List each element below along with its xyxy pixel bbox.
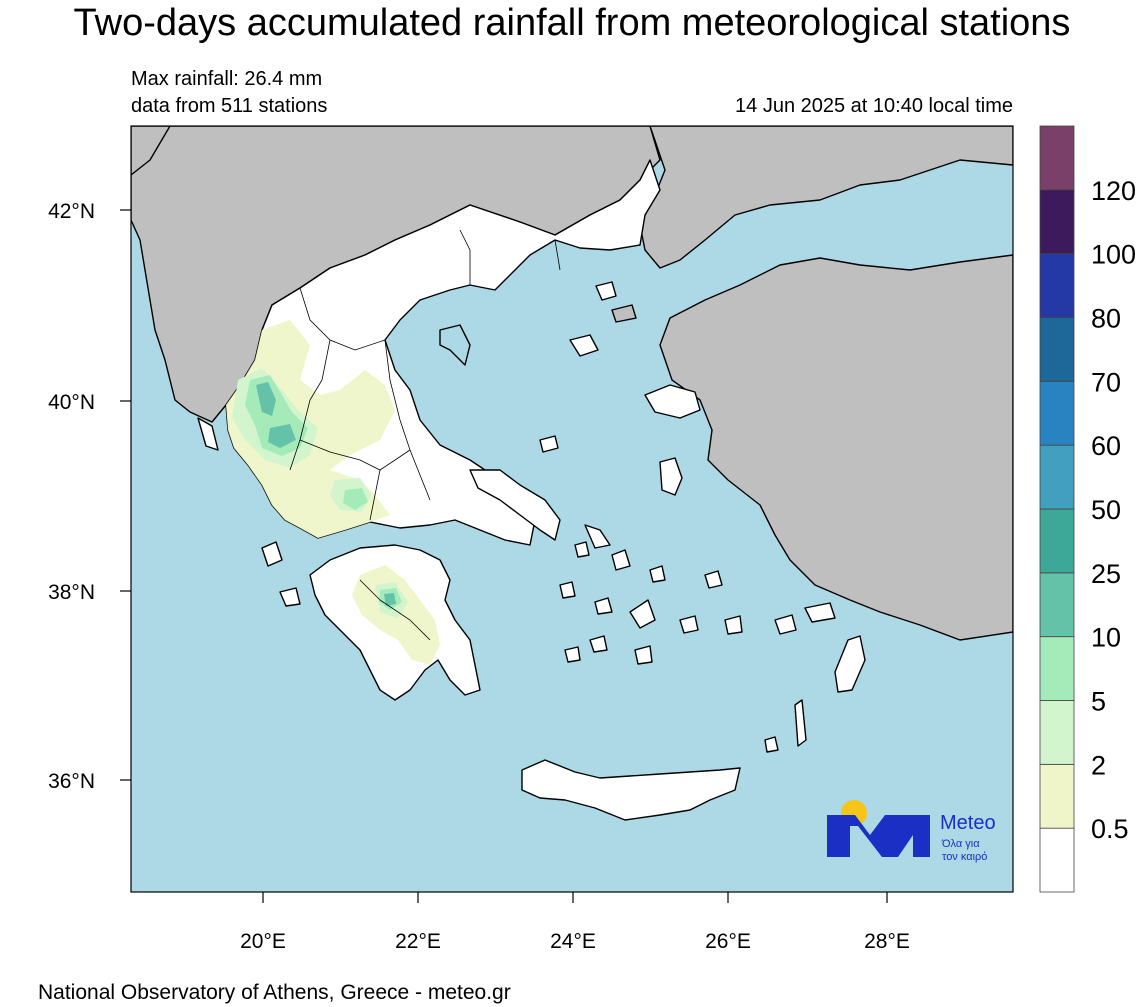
lon-label-20: 20°E xyxy=(240,930,286,953)
colorbar-swatch xyxy=(1039,125,1075,191)
lon-label-24: 24°E xyxy=(550,930,596,953)
andros-island xyxy=(584,524,611,549)
anatolia-land xyxy=(659,254,1013,641)
colorbar-label: 10 xyxy=(1091,623,1121,653)
colorbar-label: 50 xyxy=(1091,495,1121,525)
meteo-logo xyxy=(827,800,930,857)
colorbar-label: 70 xyxy=(1091,367,1121,397)
chalkidiki xyxy=(439,324,471,366)
colorbar-swatch xyxy=(1039,444,1075,510)
rhodes-island xyxy=(834,635,866,693)
map-title: Two-days accumulated rainfall from meteo… xyxy=(73,2,1071,44)
colorbar-swatch xyxy=(1039,380,1075,446)
colorbar-swatch xyxy=(1039,508,1075,574)
colorbar-label: 100 xyxy=(1091,240,1136,270)
map-frame xyxy=(130,125,1014,893)
cyclades-islands xyxy=(559,541,836,753)
lat-label-40: 40°N xyxy=(48,391,95,414)
rain-zone-10-25 xyxy=(256,382,276,416)
rain-zone-10-25-c xyxy=(384,593,396,606)
gokceada-island xyxy=(611,304,637,323)
lat-label-36: 36°N xyxy=(48,770,95,793)
lon-ticks xyxy=(262,892,888,903)
lon-label-22: 22°E xyxy=(395,930,441,953)
limnos-island xyxy=(569,334,599,357)
colorbar-label: 5 xyxy=(1091,687,1106,717)
footer-credit: National Observatory of Athens, Greece -… xyxy=(38,981,511,1004)
lat-label-38: 38°N xyxy=(48,581,95,604)
skyros-island xyxy=(539,435,559,453)
colorbar-label: 0.5 xyxy=(1091,814,1129,844)
logo-name: Meteo xyxy=(940,812,996,834)
rainfall-shading xyxy=(226,320,440,665)
lon-label-26: 26°E xyxy=(705,930,751,953)
m-logo-icon xyxy=(827,815,930,857)
italy-land xyxy=(131,126,171,176)
max-rainfall-text: Max rainfall: 26.4 mm xyxy=(131,68,323,90)
thasos-island xyxy=(595,281,617,301)
colorbar-swatch xyxy=(1039,827,1075,893)
rain-zone-10-25-b xyxy=(268,424,296,448)
colorbar-swatch xyxy=(1039,189,1075,255)
kefalonia-island xyxy=(261,541,283,567)
lat-label-42: 42°N xyxy=(48,200,95,223)
evia-island xyxy=(469,469,561,541)
timestamp-text: 14 Jun 2025 at 10:40 local time xyxy=(735,95,1013,117)
colorbar-swatch xyxy=(1039,700,1075,765)
colorbar-label: 25 xyxy=(1091,559,1121,589)
lesvos-island xyxy=(644,384,701,419)
colorbar-label: 2 xyxy=(1091,750,1106,780)
colorbar-swatch xyxy=(1039,636,1075,701)
lon-label-28: 28°E xyxy=(864,930,910,953)
colorbar-swatch xyxy=(1039,253,1075,318)
colorbar-swatch xyxy=(1039,572,1075,638)
logo-tagline-2: τον καιρό xyxy=(942,851,988,863)
lat-ticks xyxy=(120,209,131,781)
rain-zone-5-10-b xyxy=(343,488,368,510)
colorbar-label: 120 xyxy=(1091,176,1136,206)
colorbar-label: 60 xyxy=(1091,431,1121,461)
logo-tagline-1: Όλα για xyxy=(942,838,980,850)
colorbar-swatch xyxy=(1039,317,1075,382)
corfu-island xyxy=(197,417,219,451)
region-borders xyxy=(289,229,561,641)
chios-island xyxy=(659,457,683,496)
zakynthos-island xyxy=(279,587,301,607)
crete-island xyxy=(521,759,741,821)
stations-count-text: data from 511 stations xyxy=(131,95,328,117)
colorbar-swatch xyxy=(1039,763,1075,829)
colorbar-label: 80 xyxy=(1091,304,1121,334)
